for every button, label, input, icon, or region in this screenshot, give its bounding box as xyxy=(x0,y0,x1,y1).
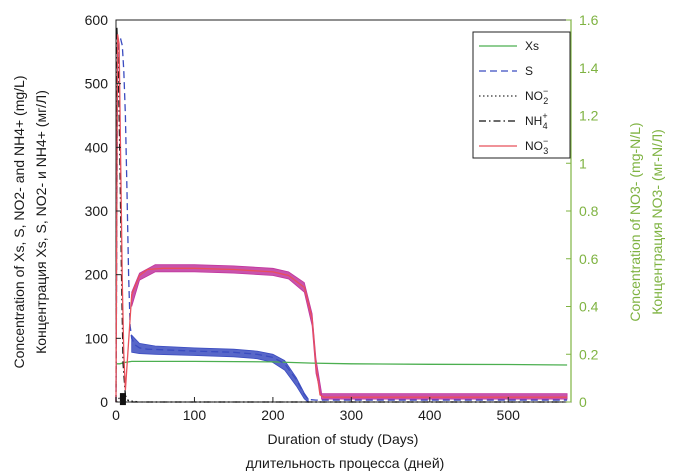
x-tick-label: 400 xyxy=(418,407,442,423)
legend-box xyxy=(472,31,571,159)
y-right-tick-label: 1 xyxy=(579,155,587,171)
legend-label: NO− 3 xyxy=(525,136,548,156)
band-no3 xyxy=(321,393,568,400)
band-s xyxy=(131,334,309,403)
legend-label: NH+ 4 xyxy=(525,111,548,131)
no2-peak-marker xyxy=(119,393,126,406)
series-lines xyxy=(115,26,568,406)
series-line-xs xyxy=(116,360,568,366)
series-line-no3 xyxy=(115,34,568,403)
y-left-tick-label: 200 xyxy=(85,267,109,283)
y-left-tick-label: 600 xyxy=(85,12,109,28)
oscillation-bands xyxy=(131,264,568,403)
x-axis-title-ru: длительность процесса (дней) xyxy=(246,455,445,471)
y-right-tick-label: 0 xyxy=(579,394,587,410)
y-left-axis-title: Concentration of Xs, S, NO2- and NH4+ (m… xyxy=(11,76,27,369)
legend-label: NO− 2 xyxy=(525,86,548,106)
x-tick-label: 300 xyxy=(340,407,364,423)
x-tick-label: 100 xyxy=(183,407,207,423)
y-right-tick-label: 1.6 xyxy=(579,12,599,28)
legend-label: Xs xyxy=(525,39,539,53)
legend: Xs S NO− 2 NH+ 4 NO− 3 xyxy=(472,31,571,159)
y-right-tick-label: 1.4 xyxy=(579,60,599,76)
y-right-axis-title-ru: Концентрация NO3- (мг-N/Л) xyxy=(649,129,665,315)
y-right-tick-label: 0.4 xyxy=(579,299,599,315)
x-tick-label: 200 xyxy=(261,407,285,423)
y-left-tick-label: 100 xyxy=(85,330,109,346)
series-line-nh4 xyxy=(115,26,568,403)
y-right-tick-label: 1.2 xyxy=(579,108,599,124)
y-right-axis-title: Concentration of NO3- (mg-N/L) xyxy=(627,122,643,321)
y-right-tick-label: 0.2 xyxy=(579,346,599,362)
y-left-tick-label: 0 xyxy=(100,394,108,410)
series-line-s xyxy=(115,37,568,403)
y-left-tick-label: 300 xyxy=(85,203,109,219)
x-tick-label: 500 xyxy=(497,407,521,423)
y-left-tick-label: 500 xyxy=(85,76,109,92)
y-right-axis-ticks: 0 0.2 0.4 0.6 0.8 1 1.2 1.4 1.6 xyxy=(566,12,599,410)
legend-label: S xyxy=(525,64,533,78)
y-left-axis-title-ru: Концентрация Xs, S, NO2- и NH4+ (мг/Л) xyxy=(33,90,49,354)
x-axis-ticks: 0 100 200 300 400 500 xyxy=(112,397,520,423)
y-left-axis-ticks: 0 100 200 300 400 500 600 xyxy=(85,12,121,410)
y-right-tick-label: 0.8 xyxy=(579,203,599,219)
x-axis-title: Duration of study (Days) xyxy=(268,431,419,447)
y-left-tick-label: 400 xyxy=(85,139,109,155)
x-tick-label: 0 xyxy=(112,407,120,423)
y-right-tick-label: 0.6 xyxy=(579,251,599,267)
